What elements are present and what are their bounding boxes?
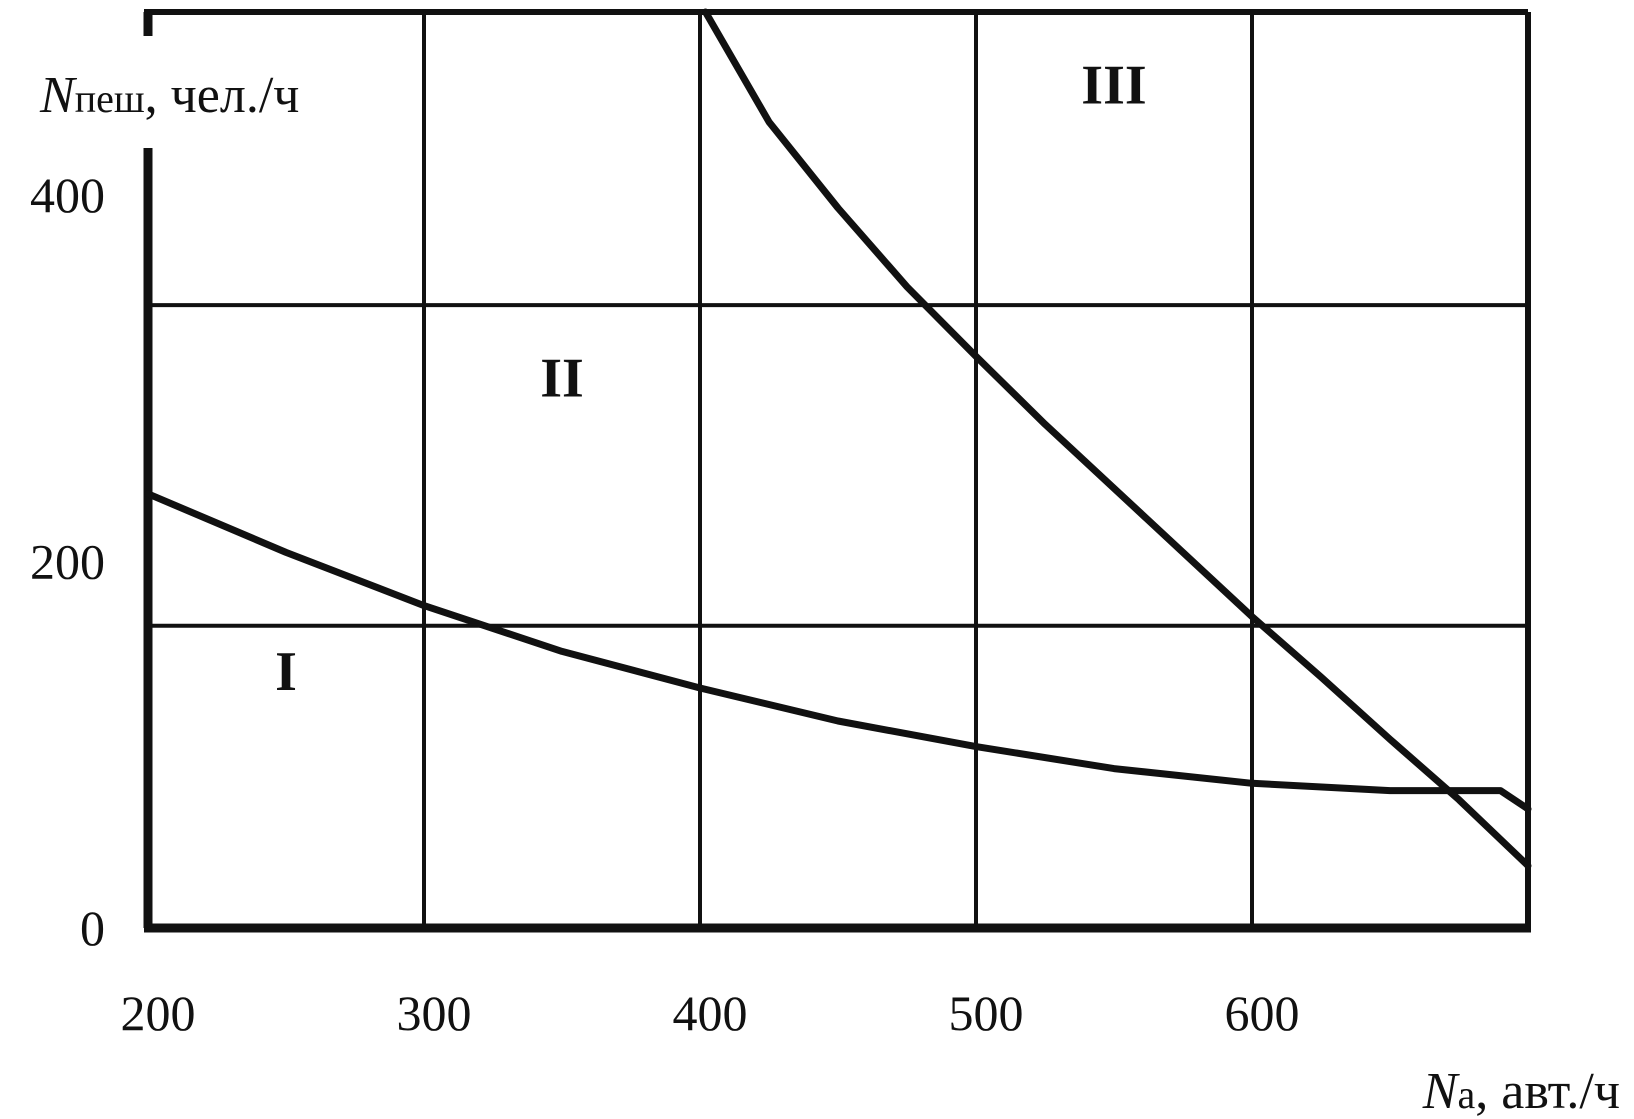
tick-labels: 200 300 400 500 600 0 200 400	[30, 167, 1300, 1041]
y-axis-subscript: пеш	[75, 76, 145, 121]
y-tick-label: 200	[30, 534, 105, 590]
x-tick-label: 300	[397, 985, 472, 1041]
x-axis-subscript: а	[1457, 1072, 1475, 1117]
y-tick-label: 400	[30, 167, 105, 223]
zone-label: III	[1081, 55, 1146, 117]
x-axis-title: Nа, авт./ч	[1422, 1063, 1620, 1119]
grid-lines	[148, 12, 1528, 928]
zone-label: I	[275, 641, 297, 703]
y-tick-label: 0	[80, 900, 105, 956]
y-axis-unit: , чел./ч	[145, 67, 300, 124]
x-tick-label: 500	[949, 985, 1024, 1041]
series-line-1	[144, 490, 1532, 813]
x-axis-unit: , авт./ч	[1475, 1063, 1620, 1119]
x-tick-label: 600	[1225, 985, 1300, 1041]
x-axis-symbol: N	[1422, 1063, 1461, 1119]
zone-label: II	[540, 348, 584, 410]
x-tick-label: 400	[673, 985, 748, 1041]
plot-frame	[143, 9, 1531, 933]
series-group	[144, 8, 1532, 870]
y-axis-title: Nпеш, чел./ч	[39, 67, 299, 124]
series-line-2	[702, 8, 1532, 870]
y-axis-symbol: N	[39, 67, 78, 124]
x-tick-label: 200	[121, 985, 196, 1041]
